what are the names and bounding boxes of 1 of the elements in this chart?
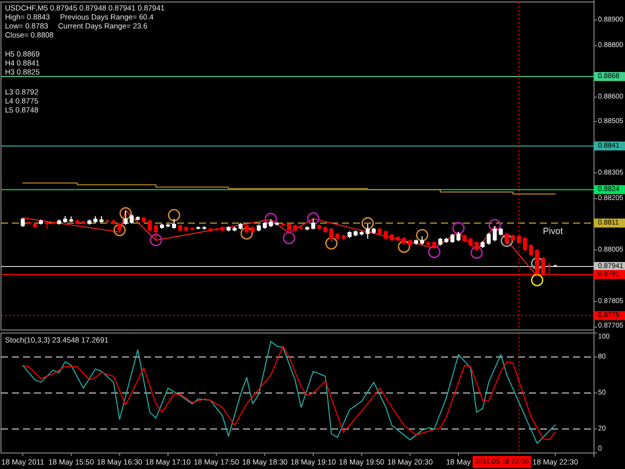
annotation: Pivot <box>542 226 564 236</box>
